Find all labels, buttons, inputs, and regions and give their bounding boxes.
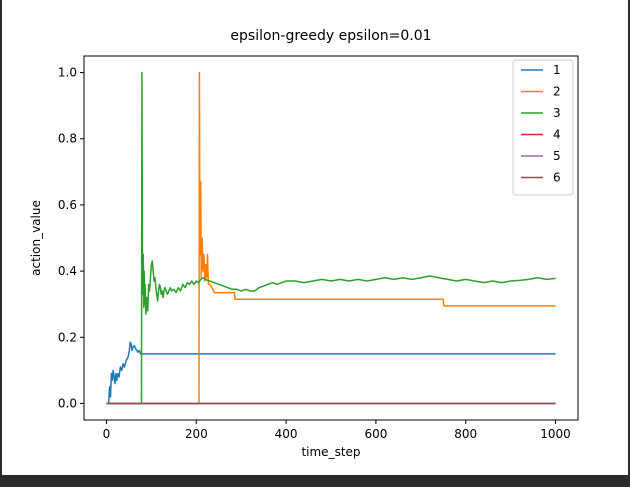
y-tick-label: 0.6: [58, 198, 77, 212]
figure-canvas: 0 200 400 600 800 1000 0.0 0.2 0.4 0.6 0.8 1.0 eps…: [2, 0, 628, 475]
legend-label-2: 2: [553, 85, 561, 99]
y-axis-label: action_value: [29, 200, 43, 276]
x-tick-label: 800: [454, 427, 477, 441]
x-tick-label: 200: [185, 427, 208, 441]
series-line-2: [106, 71, 556, 405]
chart-title: epsilon-greedy epsilon=0.01: [230, 28, 431, 44]
x-tick-label: 600: [364, 427, 387, 441]
legend-box: [512, 59, 574, 196]
x-axis: 0 200 400 600 800 1000: [103, 420, 571, 441]
legend: 1 2 3 4 5 6: [512, 59, 574, 196]
series-line-1: [106, 341, 556, 405]
series-layer: [106, 71, 556, 405]
legend-label-5: 5: [553, 149, 561, 163]
y-tick-label: 0.0: [58, 396, 77, 410]
line-chart: 0 200 400 600 800 1000 0.0 0.2 0.4 0.6 0.8 1.0 eps…: [29, 28, 579, 459]
legend-label-1: 1: [553, 63, 561, 77]
y-tick-label: 0.2: [58, 330, 77, 344]
series-line-3: [106, 71, 556, 405]
y-tick-label: 1.0: [58, 66, 77, 80]
plot-area-frame: [83, 55, 579, 421]
x-axis-label: time_step: [301, 445, 360, 459]
y-tick-label: 0.4: [58, 264, 77, 278]
legend-label-3: 3: [553, 106, 561, 120]
legend-label-6: 6: [553, 171, 561, 185]
y-tick-label: 0.8: [58, 132, 77, 146]
x-tick-label: 0: [103, 427, 111, 441]
x-tick-label: 1000: [540, 427, 571, 441]
x-tick-label: 400: [275, 427, 298, 441]
y-axis: 0.0 0.2 0.4 0.6 0.8 1.0: [58, 66, 84, 410]
legend-label-4: 4: [553, 128, 561, 142]
